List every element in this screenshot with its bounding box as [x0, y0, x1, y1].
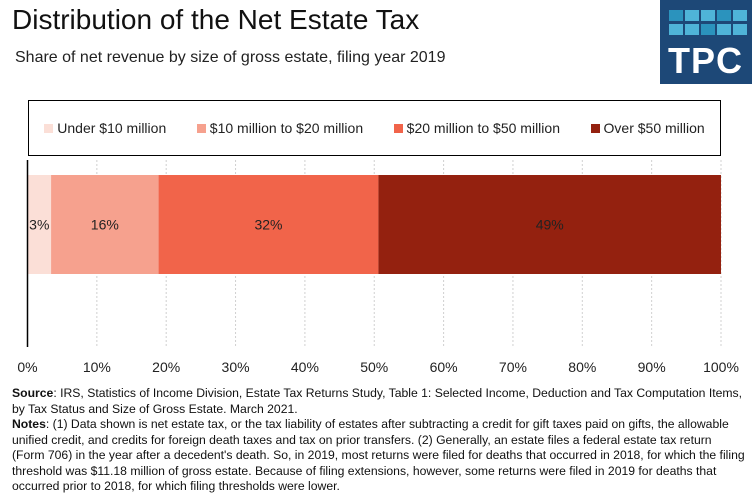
bar-segment	[27, 175, 52, 274]
legend-swatch	[590, 123, 600, 133]
x-tick-label: 90%	[638, 359, 666, 375]
legend-swatch	[44, 123, 54, 133]
data-label: 3%	[29, 217, 49, 233]
legend-label: $20 million to $50 million	[406, 120, 560, 136]
logo-square	[733, 10, 747, 21]
logo-square	[701, 10, 715, 21]
chart-title: Distribution of the Net Estate Tax	[12, 4, 420, 35]
logo-square	[669, 24, 683, 35]
logo-square	[701, 24, 715, 35]
x-tick-label: 50%	[360, 359, 388, 375]
tpc-logo: TPC	[660, 0, 752, 84]
logo-square	[717, 10, 731, 21]
bar-segment	[51, 175, 159, 274]
source-note: Source: IRS, Statistics of Income Divisi…	[12, 386, 743, 416]
footnotes: Source: IRS, Statistics of Income Divisi…	[12, 386, 747, 495]
x-tick-label: 0%	[17, 359, 37, 375]
logo-square	[733, 24, 747, 35]
bar-segment	[378, 175, 721, 274]
data-label: 49%	[536, 217, 564, 233]
legend-item: $20 million to $50 million	[393, 120, 560, 136]
logo-square	[685, 24, 699, 35]
legend-label: Under $10 million	[57, 120, 167, 136]
legend-item: Under $10 million	[44, 120, 166, 136]
x-tick-label: 20%	[152, 359, 180, 375]
data-label: 32%	[254, 217, 282, 233]
legend: Under $10 million $10 million to $20 mill…	[28, 100, 721, 156]
legend-label: $10 million to $20 million	[209, 120, 364, 136]
legend-swatch	[393, 123, 403, 133]
x-tick-label: 40%	[291, 359, 319, 375]
logo-square	[717, 24, 731, 35]
legend-item: $10 million to $20 million	[196, 120, 364, 136]
data-label: 16%	[91, 217, 119, 233]
legend-label: Over $50 million	[603, 120, 705, 136]
legend-swatch	[196, 123, 206, 133]
x-tick-label: 30%	[222, 359, 250, 375]
logo-text: TPC	[668, 40, 743, 81]
logo-square	[669, 10, 683, 21]
x-tick-label: 100%	[703, 359, 739, 375]
bar-chart: 0% 10% 20% 30% 40% 50% 60% 70% 80% 90% 100% 3% 16% 32…	[17, 160, 739, 375]
bar-segment	[158, 175, 379, 274]
legend-item: Over $50 million	[590, 120, 705, 136]
logo-square	[685, 10, 699, 21]
x-tick-label: 70%	[499, 359, 527, 375]
x-tick-label: 80%	[568, 359, 596, 375]
chart-subtitle: Share of net revenue by size of gross es…	[15, 49, 446, 66]
notes-text: Notes: (1) Data shown is net estate tax,…	[12, 417, 745, 493]
x-tick-label: 60%	[430, 359, 458, 375]
x-tick-label: 10%	[83, 359, 111, 375]
